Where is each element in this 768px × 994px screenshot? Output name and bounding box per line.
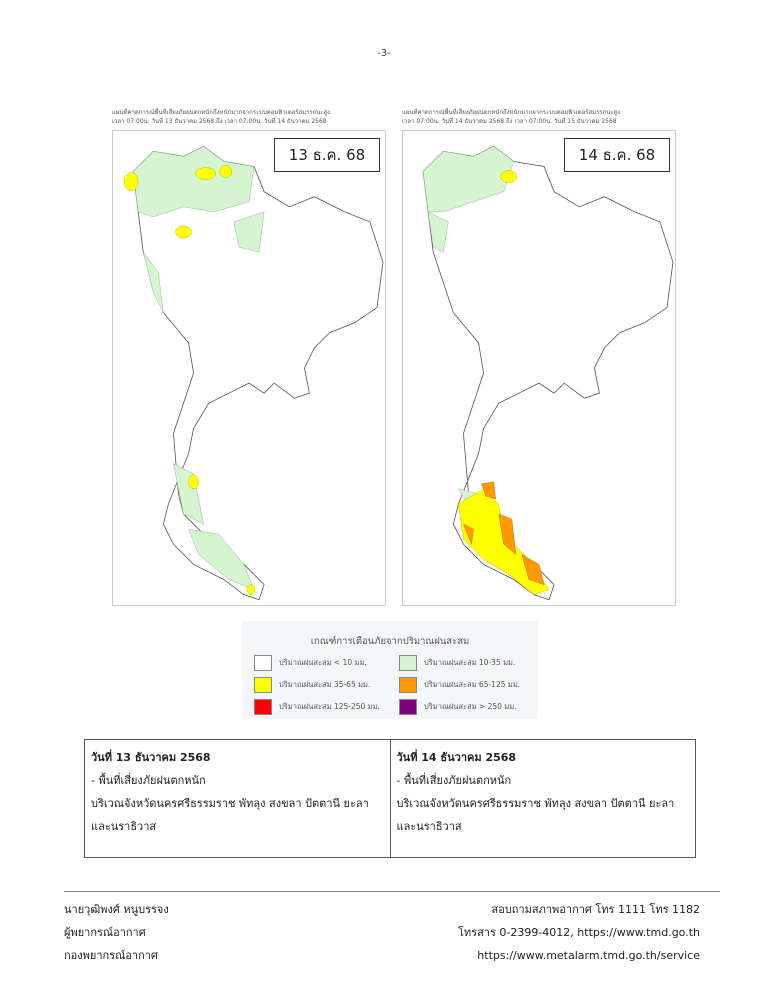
legend-label: ปริมาณฝนสะสม 65-125 มม. (424, 680, 521, 689)
page-number: -3- (377, 48, 391, 59)
map-date-label: 13 ธ.ค. 68 (274, 138, 380, 172)
forecast-risk: - พื้นที่เสี่ยงภัยฝนตกหนัก (396, 774, 512, 787)
forecaster-name: นายวุฒิพงศ์ หนูบรรจง (64, 903, 169, 916)
map-header-line1: แผนที่คาดการณ์พื้นที่เสี่ยงภัยฝนตกหนักถึ… (112, 109, 331, 116)
footer-divider (64, 891, 720, 892)
legend-label: ปริมาณฝนสะสม 10-35 มม. (424, 658, 516, 667)
legend-swatch (254, 677, 272, 693)
thailand-map (422, 145, 674, 601)
legend-item: ปริมาณฝนสะสม 35-65 มม. (254, 677, 399, 693)
legend-swatch (254, 655, 272, 671)
forecast-cell-day1: วันที่ 13 ธันวาคม 2568 - พื้นที่เสี่ยงภั… (84, 739, 391, 858)
rain-risk-map: 14 ธ.ค. 68 (402, 130, 676, 606)
forecast-table: วันที่ 13 ธันวาคม 2568 - พื้นที่เสี่ยงภั… (84, 739, 696, 858)
forecast-date: วันที่ 14 ธันวาคม 2568 (396, 751, 517, 764)
legend-item: ปริมาณฝนสะสม > 250 มม. (399, 699, 544, 715)
forecast-date: วันที่ 13 ธันวาคม 2568 (91, 751, 211, 764)
legend-label: ปริมาณฝนสะสม 125-250 มม. (279, 702, 380, 711)
forecast-area: บริเวณจังหวัดนครศรีธรรมราช พัทลุง สงขลา … (91, 797, 369, 833)
forecast-cell-day2: วันที่ 14 ธันวาคม 2568 - พื้นที่เสี่ยงภั… (389, 739, 696, 858)
rain-risk-map: 13 ธ.ค. 68 (112, 130, 386, 606)
service-link[interactable]: https://www.metalarm.tmd.go.th/service (477, 949, 700, 962)
footer-left: นายวุฒิพงศ์ หนูบรรจง ผู้พยากรณ์อากาศ กอง… (64, 898, 169, 967)
map-panel-day2: แผนที่คาดการณ์พื้นที่เสี่ยงภัยฝนตกหนักถึ… (402, 108, 682, 606)
forecast-risk: - พื้นที่เสี่ยงภัยฝนตกหนัก (91, 774, 206, 787)
legend-label: ปริมาณฝนสะสม > 250 มม. (424, 702, 517, 711)
legend-swatch (254, 699, 272, 715)
legend-label: ปริมาณฝนสะสม < 10 มม. (279, 658, 367, 667)
footer-right: สอบถามสภาพอากาศ โทร 1111 โทร 1182 โทรสาร… (458, 898, 700, 967)
division-name: กองพยากรณ์อากาศ (64, 949, 158, 962)
map-header-line2: เวลา 07:00น. วันที่ 13 ธันวาคม 2568 ถึง … (112, 118, 327, 125)
legend-item: ปริมาณฝนสะสม 125-250 มม. (254, 699, 399, 715)
legend-item: ปริมาณฝนสะสม 65-125 มม. (399, 677, 544, 693)
map-header-line2: เวลา 07:00น. วันที่ 14 ธันวาคม 2568 ถึง … (402, 118, 617, 125)
contact-fax-website: โทรสาร 0-2399-4012, https://www.tmd.go.t… (458, 926, 700, 939)
contact-phone: สอบถามสภาพอากาศ โทร 1111 โทร 1182 (491, 903, 701, 916)
legend-label: ปริมาณฝนสะสม 35-65 มม. (279, 680, 371, 689)
forecast-area: บริเวณจังหวัดนครศรีธรรมราช พัทลุง สงขลา … (396, 797, 675, 833)
rainfall-legend: เกณฑ์การเตือนภัยจากปริมาณฝนสะสม ปริมาณฝน… (242, 621, 538, 719)
legend-swatch (399, 677, 417, 693)
map-date-label: 14 ธ.ค. 68 (564, 138, 670, 172)
thailand-map (123, 145, 384, 601)
forecaster-title: ผู้พยากรณ์อากาศ (64, 926, 146, 939)
map-header-line1: แผนที่คาดการณ์พื้นที่เสี่ยงภัยฝนตกหนักถึ… (402, 109, 621, 116)
map-panel-day1: แผนที่คาดการณ์พื้นที่เสี่ยงภัยฝนตกหนักถึ… (112, 108, 392, 606)
legend-title: เกณฑ์การเตือนภัยจากปริมาณฝนสะสม (310, 636, 470, 647)
legend-swatch (399, 655, 417, 671)
legend-item: ปริมาณฝนสะสม < 10 มม. (254, 655, 399, 671)
legend-swatch (399, 699, 417, 715)
legend-item: ปริมาณฝนสะสม 10-35 มม. (399, 655, 544, 671)
